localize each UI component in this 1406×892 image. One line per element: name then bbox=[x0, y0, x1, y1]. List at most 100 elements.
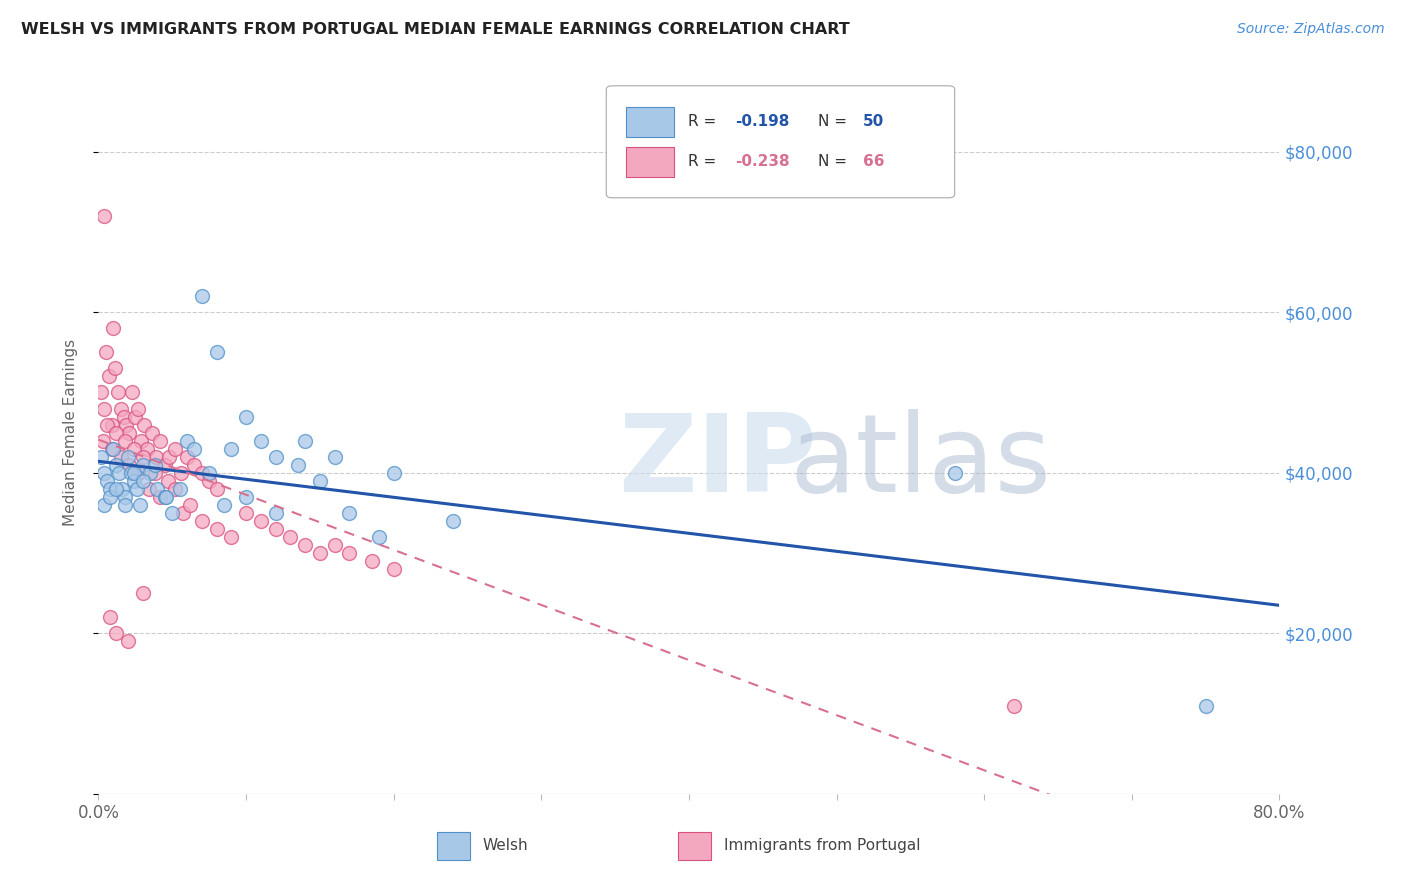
Point bbox=[198, 466, 221, 480]
Point bbox=[104, 361, 127, 376]
Point bbox=[90, 385, 112, 400]
Point bbox=[132, 586, 155, 600]
Point bbox=[114, 498, 136, 512]
Point bbox=[153, 490, 176, 504]
Point bbox=[125, 482, 148, 496]
Point bbox=[205, 482, 228, 496]
Point bbox=[136, 442, 159, 456]
Point bbox=[96, 417, 118, 432]
Point bbox=[264, 522, 287, 536]
Point bbox=[221, 442, 243, 456]
Point bbox=[132, 450, 155, 464]
Point bbox=[103, 321, 125, 335]
Point bbox=[339, 546, 361, 560]
Point bbox=[170, 466, 193, 480]
Point bbox=[124, 409, 146, 424]
Point bbox=[97, 369, 120, 384]
Point bbox=[221, 530, 243, 544]
Point bbox=[105, 482, 128, 496]
Point bbox=[98, 490, 121, 504]
Point bbox=[100, 442, 122, 456]
Point bbox=[128, 498, 150, 512]
Point bbox=[105, 458, 128, 472]
Point bbox=[382, 562, 405, 576]
Point bbox=[235, 409, 257, 424]
Point bbox=[382, 466, 405, 480]
Point bbox=[205, 345, 228, 359]
Y-axis label: Median Female Earnings: Median Female Earnings bbox=[63, 339, 77, 526]
Point bbox=[93, 209, 115, 223]
Point bbox=[105, 626, 128, 640]
Point bbox=[153, 458, 176, 472]
Point bbox=[114, 434, 136, 448]
Point bbox=[368, 530, 391, 544]
Point bbox=[172, 506, 194, 520]
Point bbox=[235, 490, 257, 504]
Text: atlas: atlas bbox=[789, 409, 1052, 515]
Point bbox=[309, 474, 332, 488]
Point bbox=[294, 434, 316, 448]
Text: Source: ZipAtlas.com: Source: ZipAtlas.com bbox=[1237, 22, 1385, 37]
Text: N =: N = bbox=[818, 154, 852, 169]
Point bbox=[117, 634, 139, 648]
Text: ZIP: ZIP bbox=[619, 409, 817, 515]
Point bbox=[191, 514, 214, 528]
Point bbox=[169, 482, 191, 496]
Point bbox=[183, 458, 205, 472]
Text: -0.198: -0.198 bbox=[735, 114, 789, 129]
Point bbox=[94, 345, 117, 359]
Point bbox=[179, 498, 201, 512]
Point bbox=[112, 409, 135, 424]
Point bbox=[90, 450, 112, 464]
Point bbox=[323, 450, 346, 464]
Point bbox=[121, 385, 143, 400]
Point bbox=[108, 466, 131, 480]
Point bbox=[943, 466, 966, 480]
Point bbox=[139, 466, 162, 480]
Point bbox=[149, 490, 172, 504]
Point bbox=[235, 506, 257, 520]
Point bbox=[176, 450, 198, 464]
Point bbox=[191, 466, 214, 480]
FancyBboxPatch shape bbox=[626, 107, 673, 137]
Point bbox=[441, 514, 464, 528]
Point bbox=[360, 554, 382, 568]
Point bbox=[183, 442, 205, 456]
Point bbox=[212, 498, 235, 512]
Text: Welsh: Welsh bbox=[482, 838, 527, 854]
Point bbox=[110, 450, 132, 464]
Point bbox=[176, 434, 198, 448]
Text: N =: N = bbox=[818, 114, 852, 129]
Point bbox=[250, 514, 273, 528]
Point bbox=[103, 442, 125, 456]
Point bbox=[93, 466, 115, 480]
Text: Immigrants from Portugal: Immigrants from Portugal bbox=[724, 838, 921, 854]
Point bbox=[287, 458, 309, 472]
Point bbox=[149, 434, 172, 448]
Point bbox=[122, 474, 145, 488]
FancyBboxPatch shape bbox=[606, 86, 955, 198]
Point bbox=[162, 506, 183, 520]
Text: 50: 50 bbox=[862, 114, 884, 129]
Point bbox=[115, 417, 138, 432]
Point bbox=[165, 442, 187, 456]
Text: WELSH VS IMMIGRANTS FROM PORTUGAL MEDIAN FEMALE EARNINGS CORRELATION CHART: WELSH VS IMMIGRANTS FROM PORTUGAL MEDIAN… bbox=[21, 22, 849, 37]
Point bbox=[110, 401, 132, 416]
Text: R =: R = bbox=[688, 114, 721, 129]
Point bbox=[111, 482, 134, 496]
Point bbox=[323, 538, 346, 552]
Point bbox=[122, 466, 145, 480]
Point bbox=[96, 474, 118, 488]
Point bbox=[250, 434, 273, 448]
Point bbox=[309, 546, 332, 560]
FancyBboxPatch shape bbox=[678, 832, 711, 860]
Point bbox=[118, 458, 141, 472]
Point bbox=[146, 482, 169, 496]
Point bbox=[294, 538, 316, 552]
FancyBboxPatch shape bbox=[626, 146, 673, 177]
FancyBboxPatch shape bbox=[437, 832, 471, 860]
Point bbox=[143, 458, 166, 472]
Point bbox=[264, 450, 287, 464]
Point bbox=[117, 450, 139, 464]
Point bbox=[143, 466, 166, 480]
